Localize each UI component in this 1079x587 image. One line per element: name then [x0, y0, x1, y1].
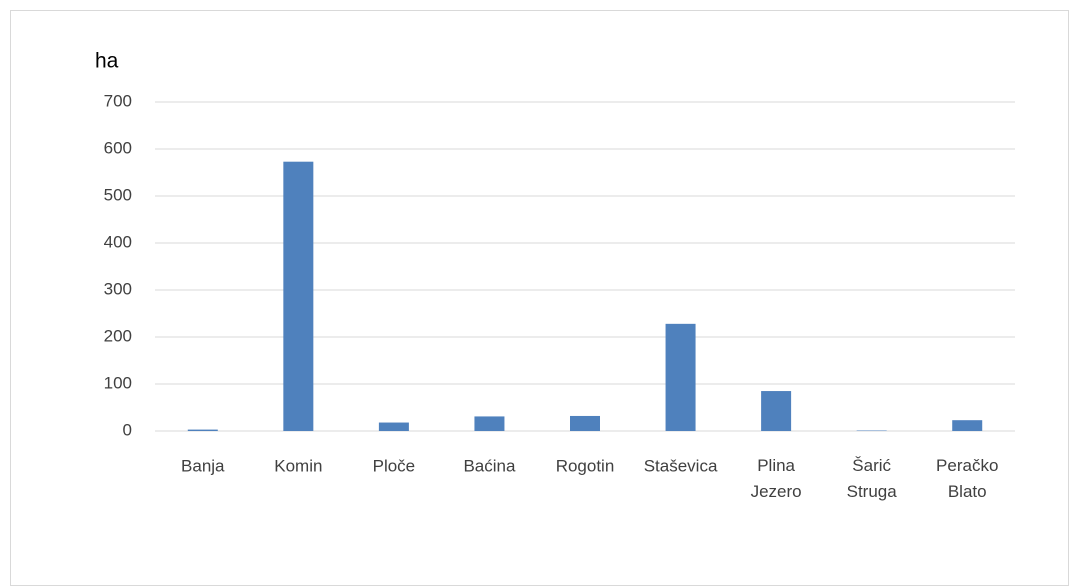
bar: [187, 429, 218, 431]
chart-frame: [10, 10, 1069, 586]
y-tick-label: 100: [104, 373, 132, 392]
x-tick-label: Plina Jezero: [751, 456, 802, 501]
x-tick-label: Komin: [274, 456, 322, 475]
y-axis-label: ha: [95, 50, 119, 73]
bar: [378, 422, 409, 431]
x-tick-label: Rogotin: [556, 456, 615, 475]
y-tick-label: 400: [104, 232, 132, 251]
y-tick-label: 500: [104, 185, 132, 204]
bar: [665, 323, 696, 431]
bar: [283, 161, 314, 431]
y-tick-label: 600: [104, 138, 132, 157]
x-tick-label: Banja: [181, 456, 225, 475]
y-tick-label: 0: [123, 420, 132, 439]
x-tick-label: Baćina: [463, 456, 516, 475]
bar: [474, 416, 505, 431]
bar: [761, 391, 792, 431]
x-tick-label: Šarić Struga: [847, 456, 898, 501]
y-tick-label: 300: [104, 279, 132, 298]
x-tick-label: Peračko Blato: [936, 456, 998, 501]
y-tick-label: 200: [104, 326, 132, 345]
x-tick-label: Staševica: [644, 456, 718, 475]
x-tick-label: Ploče: [373, 456, 416, 475]
y-tick-label: 700: [104, 91, 132, 110]
bar: [952, 420, 983, 431]
bar: [570, 415, 600, 431]
